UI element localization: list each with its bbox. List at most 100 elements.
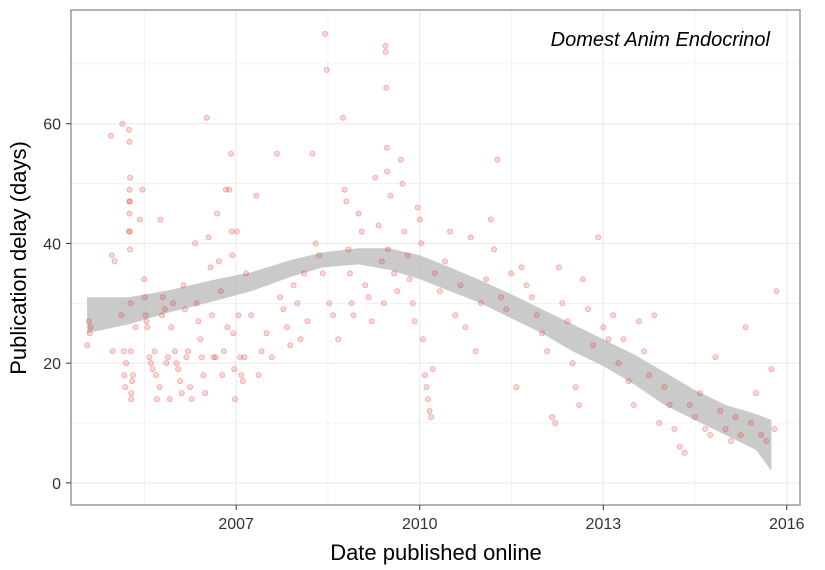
data-point <box>127 300 134 307</box>
data-point <box>239 378 246 385</box>
data-point <box>149 366 156 373</box>
data-point <box>214 210 221 217</box>
x-tick-label: 2010 <box>402 516 438 533</box>
data-point <box>157 216 164 223</box>
data-point <box>143 318 150 325</box>
data-point <box>141 276 148 283</box>
data-point <box>132 324 139 331</box>
data-point <box>228 228 235 235</box>
data-point <box>210 354 217 361</box>
data-point <box>128 390 135 397</box>
data-point <box>241 354 248 361</box>
data-point <box>483 276 490 283</box>
data-point <box>436 288 443 295</box>
data-point <box>273 150 280 157</box>
data-point <box>686 401 693 408</box>
data-point <box>329 312 336 319</box>
data-point <box>691 413 698 420</box>
data-point <box>732 413 739 420</box>
y-tick-label: 0 <box>52 476 61 493</box>
data-point <box>294 300 301 307</box>
y-axis-ticks: 0 20 40 60 <box>43 117 71 493</box>
smooth-band <box>87 248 772 471</box>
data-point <box>661 384 668 391</box>
data-point <box>129 378 136 385</box>
data-point <box>322 30 329 37</box>
data-point <box>355 210 362 217</box>
data-point <box>404 252 411 259</box>
data-point <box>421 372 428 379</box>
data-point <box>85 318 92 325</box>
data-point <box>697 390 704 397</box>
data-point <box>409 300 416 307</box>
data-point <box>423 384 430 391</box>
data-point <box>185 348 192 355</box>
y-axis-title: Publication delay (days) <box>6 141 31 375</box>
data-point <box>122 384 129 391</box>
data-point <box>467 234 474 241</box>
data-point <box>384 168 391 175</box>
data-point <box>350 312 357 319</box>
data-point <box>579 276 586 283</box>
data-point <box>126 198 133 205</box>
data-point <box>411 318 418 325</box>
data-point <box>84 342 91 349</box>
x-axis-ticks: 2007 2010 2013 2016 <box>218 505 805 533</box>
data-point <box>129 372 136 379</box>
data-point <box>300 270 307 277</box>
data-point <box>651 312 658 319</box>
data-point <box>255 372 262 379</box>
data-point <box>533 312 540 319</box>
data-point <box>127 348 134 355</box>
data-point <box>312 240 319 247</box>
data-point <box>590 342 597 349</box>
data-point <box>605 336 612 343</box>
data-point <box>771 425 778 432</box>
data-point <box>177 378 184 385</box>
data-point <box>188 396 195 403</box>
data-point <box>126 186 133 193</box>
data-point <box>219 372 226 379</box>
data-point <box>641 348 648 355</box>
data-point <box>742 324 749 331</box>
data-point <box>387 192 394 199</box>
data-point <box>620 336 627 343</box>
data-point <box>159 294 166 301</box>
data-point <box>595 234 602 241</box>
data-point <box>120 348 127 355</box>
data-point <box>630 401 637 408</box>
data-point <box>416 216 423 223</box>
data-point <box>108 132 115 139</box>
data-point <box>158 312 165 319</box>
data-point <box>111 258 118 265</box>
data-point <box>391 270 398 277</box>
data-point <box>183 354 190 361</box>
data-point <box>341 186 348 193</box>
data-point <box>144 324 151 331</box>
data-point <box>375 222 382 229</box>
x-tick-label: 2013 <box>586 516 622 533</box>
data-point <box>253 192 260 199</box>
data-point <box>428 413 435 420</box>
data-point <box>429 366 436 373</box>
data-point <box>447 228 454 235</box>
data-point <box>399 180 406 187</box>
data-point <box>549 413 556 420</box>
data-point <box>207 264 214 271</box>
data-point <box>768 366 775 373</box>
data-point <box>569 360 576 367</box>
y-tick-label: 20 <box>43 356 61 373</box>
data-point <box>368 318 375 325</box>
data-point <box>287 342 294 349</box>
data-point <box>490 246 497 253</box>
data-point <box>297 336 304 343</box>
data-point <box>472 348 479 355</box>
data-point <box>108 252 115 259</box>
data-point <box>142 312 149 319</box>
data-point <box>418 240 425 247</box>
data-point <box>212 354 219 361</box>
data-point <box>615 360 622 367</box>
data-point <box>752 390 759 397</box>
data-point <box>147 360 154 367</box>
y-tick-label: 60 <box>43 117 61 134</box>
